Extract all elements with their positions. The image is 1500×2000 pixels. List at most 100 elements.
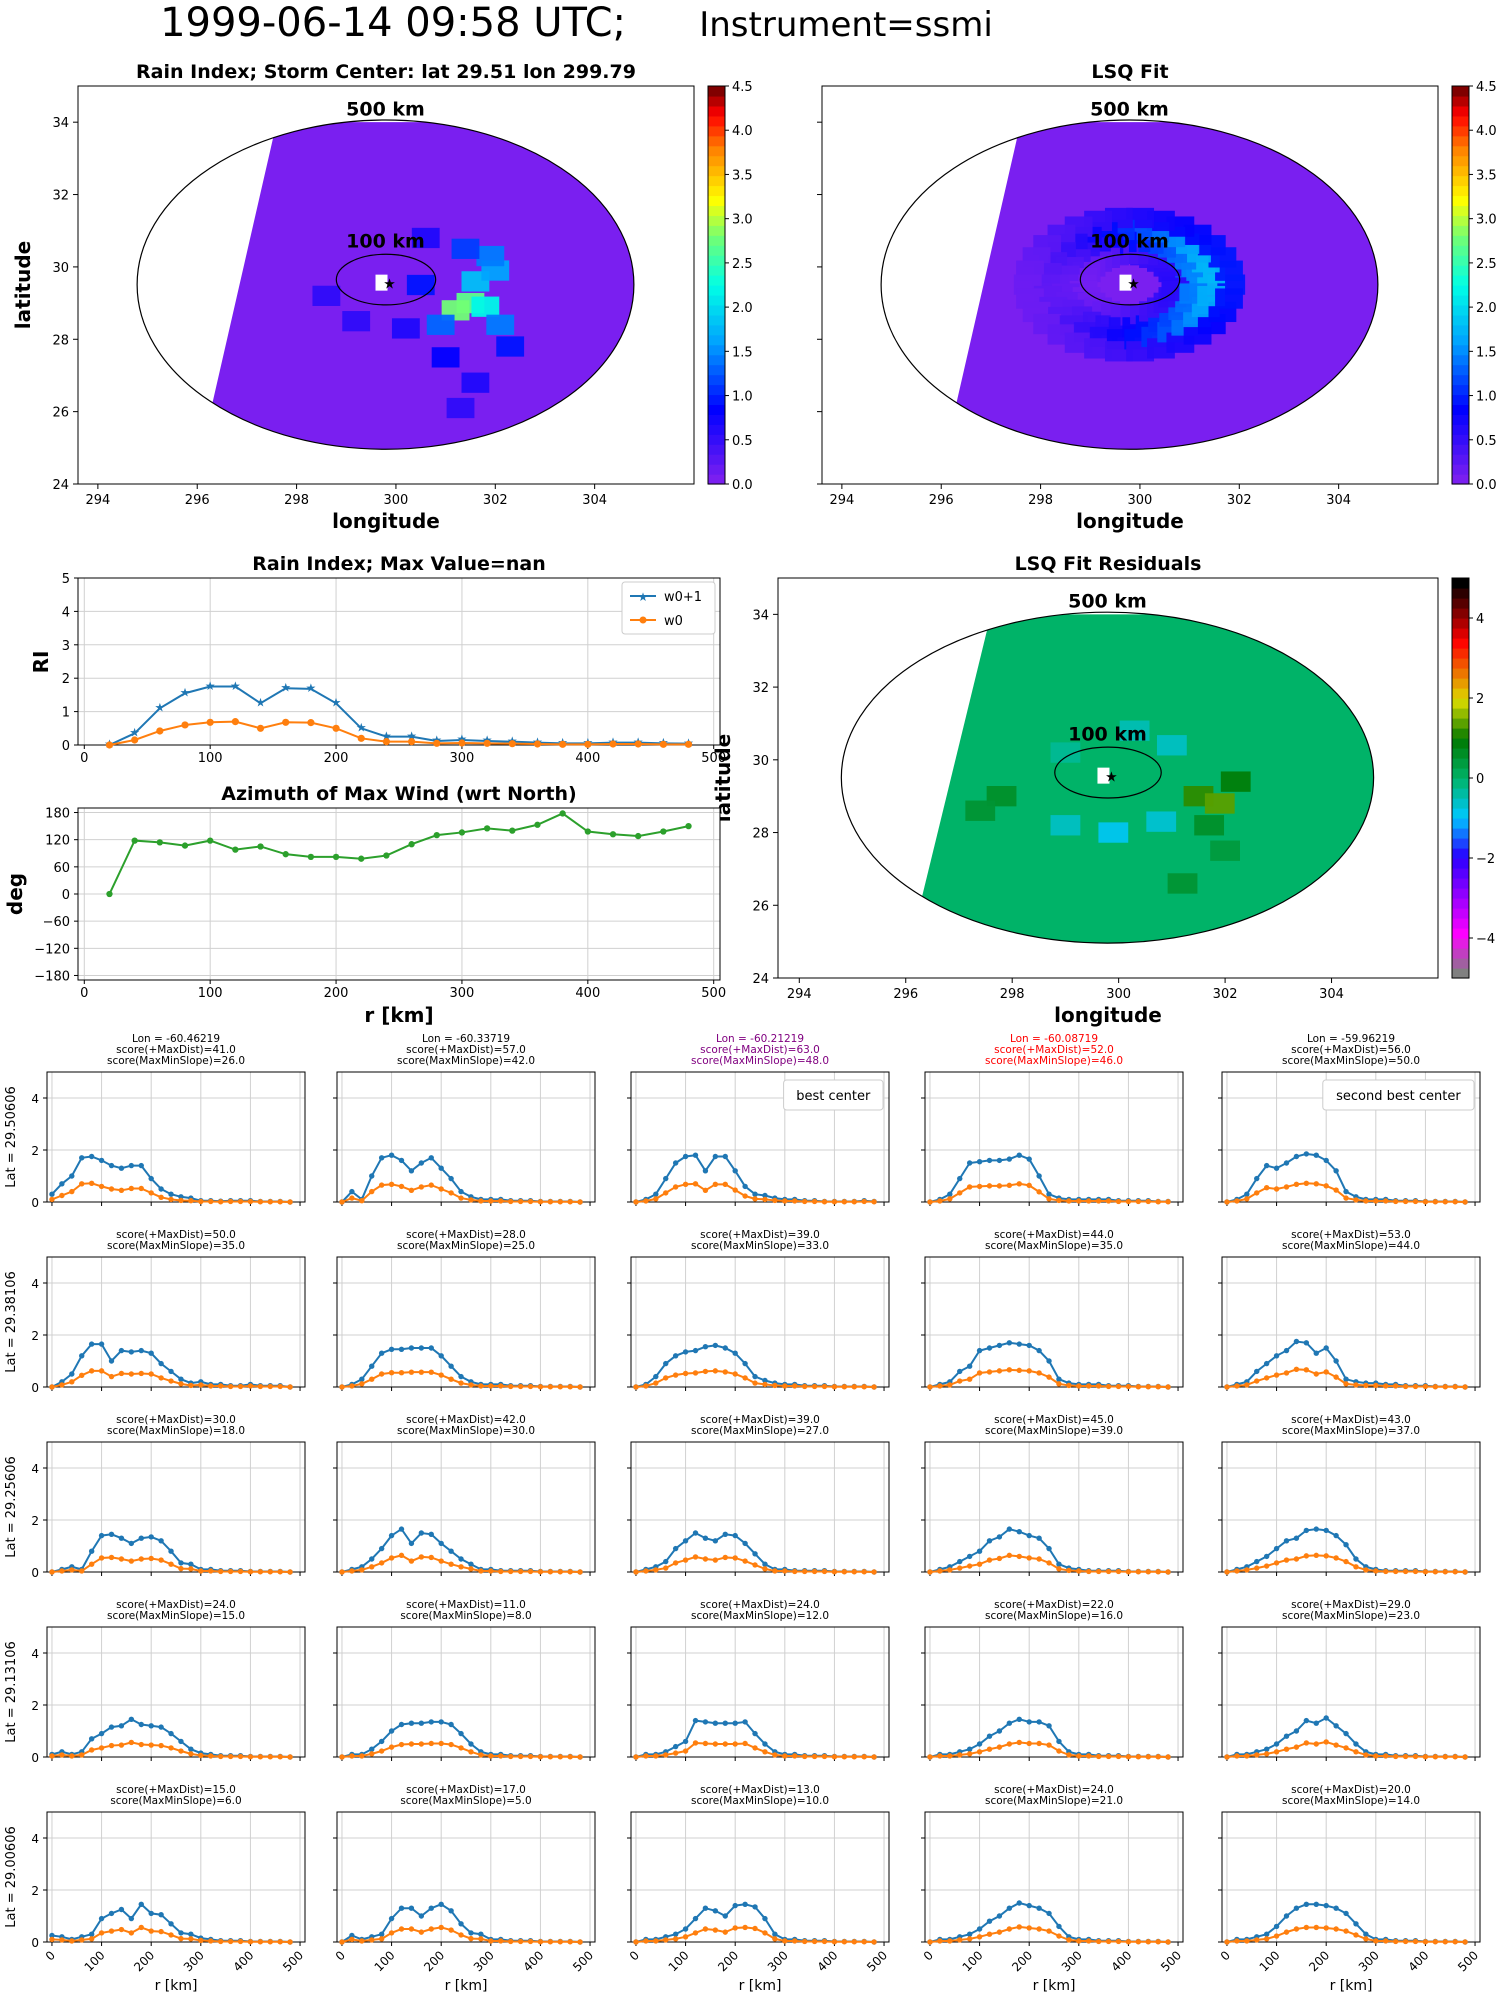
lsq_map-xtick-label: 304 — [1326, 493, 1351, 508]
candidate-w0-marker — [398, 1741, 405, 1748]
candidate-w0-marker — [1333, 1187, 1339, 1193]
candidate-w0p1-marker — [1283, 1913, 1290, 1919]
candidate-4-1-xtick-label: 500 — [570, 1948, 596, 1974]
candidate-1-0-frame — [46, 1256, 306, 1388]
candidate-w0-marker — [682, 1370, 689, 1377]
candidate-score-maxdist: score(+MaxDist)=13.0 — [700, 1784, 820, 1796]
rain_map-ytick-label: 30 — [52, 261, 69, 276]
candidate-w0p1-marker — [692, 1717, 699, 1724]
candidate-w0p1-marker — [762, 1192, 768, 1199]
residual_map-xtick-label: 304 — [1319, 987, 1344, 1002]
candidate-w0-marker — [79, 1937, 85, 1943]
candidate-w0p1-marker — [976, 1926, 983, 1932]
candidate-w0p1-marker — [1323, 1157, 1329, 1164]
candidate-w0-marker — [821, 1938, 828, 1945]
rain_map-colorbar-label: 2.5 — [732, 257, 753, 272]
candidate-w0-marker — [702, 1368, 709, 1375]
candidate-w0-marker — [782, 1198, 788, 1204]
lsq_map-ring-500 — [880, 119, 1379, 450]
candidate-w0p1-marker — [148, 1534, 154, 1540]
candidate-w0-marker — [1115, 1938, 1122, 1945]
candidate-w0-marker — [966, 1751, 973, 1757]
rain_map-frame — [77, 85, 695, 485]
rain_map-xtick-label: 300 — [384, 493, 409, 508]
residual_map-colorbar-step — [1452, 948, 1469, 959]
candidate-w0-marker — [1155, 1199, 1161, 1205]
candidate-w0-marker — [1046, 1928, 1052, 1934]
candidate-2-3-frame-top — [924, 1441, 1184, 1573]
residual_map-colorbar-step — [1452, 578, 1469, 589]
candidate-w0-marker — [339, 1199, 345, 1205]
candidate-w0p1-marker — [663, 1558, 669, 1565]
candidate-w0-marker — [138, 1741, 144, 1748]
candidate-w0p1-marker — [398, 1346, 405, 1353]
candidate-w0-marker — [577, 1199, 583, 1205]
lsq_map-colorbar-step — [1452, 324, 1469, 336]
rain_map-colorbar-step — [708, 86, 725, 97]
candidate-w0-marker — [237, 1753, 244, 1760]
residual_map-center-gap — [1097, 767, 1110, 784]
candidate-w0p1-marker — [1323, 1345, 1329, 1351]
candidate-w0p1-marker — [663, 1360, 669, 1367]
candidate-4-1-xtick-label: 200 — [421, 1948, 447, 1974]
candidate-w0-marker — [227, 1198, 234, 1205]
candidate-w0p1-marker — [98, 1341, 105, 1347]
candidate-score-slope: score(MaxMinSlope)=35.0 — [107, 1240, 245, 1252]
candidate-w0-marker — [388, 1930, 395, 1936]
candidate-w0-marker — [507, 1938, 514, 1945]
candidate-w0-marker — [118, 1370, 125, 1377]
candidate-w0p1-marker — [458, 1556, 464, 1562]
candidate-w0-marker — [217, 1568, 224, 1575]
residual_map-swath — [921, 614, 1374, 944]
candidate-w0-marker — [1313, 1181, 1319, 1187]
candidate-w0-marker — [498, 1383, 504, 1389]
residual_map-colorbar-step — [1452, 758, 1469, 769]
candidate-w0p1-marker — [947, 1191, 953, 1197]
candidate-w0-marker — [257, 1939, 264, 1945]
candidate-w0p1-marker — [732, 1902, 738, 1909]
candidate-w0-marker — [128, 1371, 135, 1377]
candidate-w0-marker — [1224, 1754, 1230, 1760]
candidate-w0p1-marker — [742, 1719, 748, 1725]
lsq_map-colorbar-step — [1452, 105, 1469, 117]
lsq_map-xlabel: longitude — [1076, 509, 1184, 533]
candidate-w0p1-marker — [1293, 1153, 1300, 1160]
candidate-w0-marker — [1155, 1754, 1161, 1760]
candidate-w0p1-marker — [388, 1152, 395, 1158]
candidate-w0-marker — [438, 1186, 444, 1192]
candidate-w0-marker — [1244, 1567, 1250, 1573]
candidate-w0-marker — [418, 1741, 425, 1747]
candidate-w0-marker — [1343, 1195, 1349, 1201]
lsq_map-colorbar-label: 2.5 — [1476, 257, 1497, 272]
rain_map-cell — [406, 274, 435, 296]
rain_map-ring-100 — [335, 253, 437, 306]
residual_map-colorbar-step — [1452, 968, 1469, 979]
candidate-w0p1-marker — [98, 1157, 105, 1164]
candidate-w0p1-marker — [408, 1345, 415, 1351]
candidate-w0-marker — [488, 1568, 494, 1574]
candidate-2-0-frame-top — [46, 1441, 306, 1573]
candidate-w0-marker — [527, 1938, 534, 1945]
candidate-0-0-ytick-label: 2 — [31, 1144, 39, 1158]
candidate-w0-marker — [388, 1744, 395, 1750]
candidate-w0p1-marker — [79, 1155, 85, 1161]
candidate-0-0-ytick-label: 0 — [31, 1196, 39, 1210]
rain-profile-w0-marker — [206, 718, 214, 726]
candidate-w0-marker — [378, 1748, 385, 1754]
candidate-w0p1-marker — [1343, 1542, 1349, 1548]
residual_map-colorbar-label: −4 — [1476, 932, 1495, 947]
candidate-w0-marker — [88, 1561, 95, 1567]
candidate-w0-marker — [643, 1198, 649, 1204]
lsq_map-colorbar-step — [1452, 265, 1469, 276]
candidate-w0-marker — [1293, 1926, 1300, 1932]
legend-marker-w0 — [639, 616, 647, 624]
candidate-w0p1-marker — [772, 1931, 778, 1937]
rain-profile-xtick-label: 100 — [198, 751, 223, 766]
candidate-w0-marker — [1462, 1939, 1468, 1945]
candidate-w0p1-marker — [682, 1926, 689, 1932]
candidate-w0p1-marker — [1283, 1733, 1290, 1739]
candidate-w0-marker — [138, 1924, 144, 1931]
candidate-w0-marker — [722, 1929, 728, 1935]
candidate-w0p1-marker — [458, 1921, 464, 1927]
